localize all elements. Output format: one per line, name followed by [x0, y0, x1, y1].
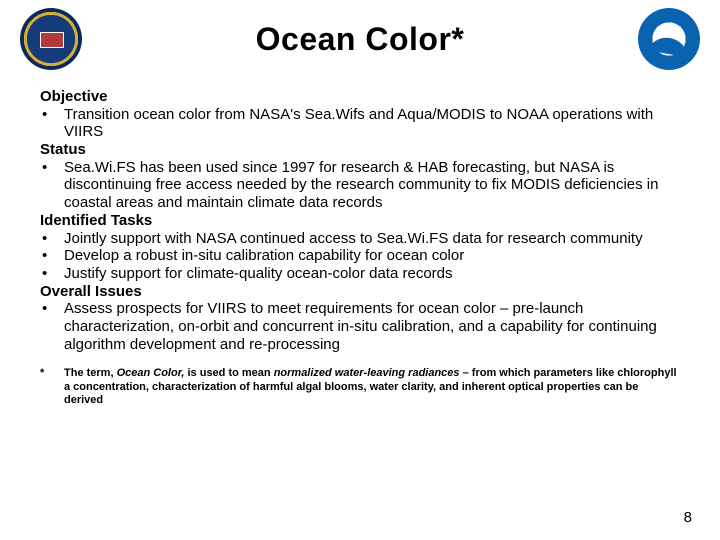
bullet-item: • Transition ocean color from NASA's Sea…: [40, 106, 680, 141]
bullet-mark: •: [40, 300, 64, 353]
bullet-text: Sea.Wi.FS has been used since 1997 for r…: [64, 159, 680, 212]
issues-heading: Overall Issues: [40, 283, 680, 301]
bullet-text: Transition ocean color from NASA's Sea.W…: [64, 106, 680, 141]
commerce-seal-icon: [20, 8, 82, 70]
bullet-mark: •: [40, 247, 64, 265]
bullet-mark: •: [40, 106, 64, 141]
footnote-lead: The term,: [64, 367, 117, 379]
footnote-italic: Ocean Color,: [117, 367, 185, 379]
bullet-text: Jointly support with NASA continued acce…: [64, 230, 680, 248]
objective-heading: Objective: [40, 88, 680, 106]
footnote: * The term, Ocean Color, is used to mean…: [0, 353, 720, 407]
tasks-heading: Identified Tasks: [40, 212, 680, 230]
bullet-item: • Sea.Wi.FS has been used since 1997 for…: [40, 159, 680, 212]
footnote-italic2: normalized water-leaving radiances: [274, 367, 460, 379]
bullet-item: • Justify support for climate-quality oc…: [40, 265, 680, 283]
bullet-mark: •: [40, 159, 64, 212]
bullet-text: Develop a robust in-situ calibration cap…: [64, 247, 680, 265]
bullet-item: • Develop a robust in-situ calibration c…: [40, 247, 680, 265]
status-heading: Status: [40, 141, 680, 159]
noaa-seal-icon: [638, 8, 700, 70]
bullet-mark: •: [40, 265, 64, 283]
bullet-mark: •: [40, 230, 64, 248]
bullet-item: • Assess prospects for VIIRS to meet req…: [40, 300, 680, 353]
slide-body: Objective • Transition ocean color from …: [0, 74, 720, 353]
bullet-text: Assess prospects for VIIRS to meet requi…: [64, 300, 680, 353]
page-number: 8: [684, 509, 692, 526]
footnote-body1: is used to mean: [184, 367, 273, 379]
slide-header: Ocean Color*: [0, 0, 720, 74]
bullet-item: • Jointly support with NASA continued ac…: [40, 230, 680, 248]
footnote-text: The term, Ocean Color, is used to mean n…: [64, 367, 680, 407]
footnote-mark: *: [40, 367, 64, 407]
slide-title: Ocean Color*: [82, 21, 638, 58]
bullet-text: Justify support for climate-quality ocea…: [64, 265, 680, 283]
